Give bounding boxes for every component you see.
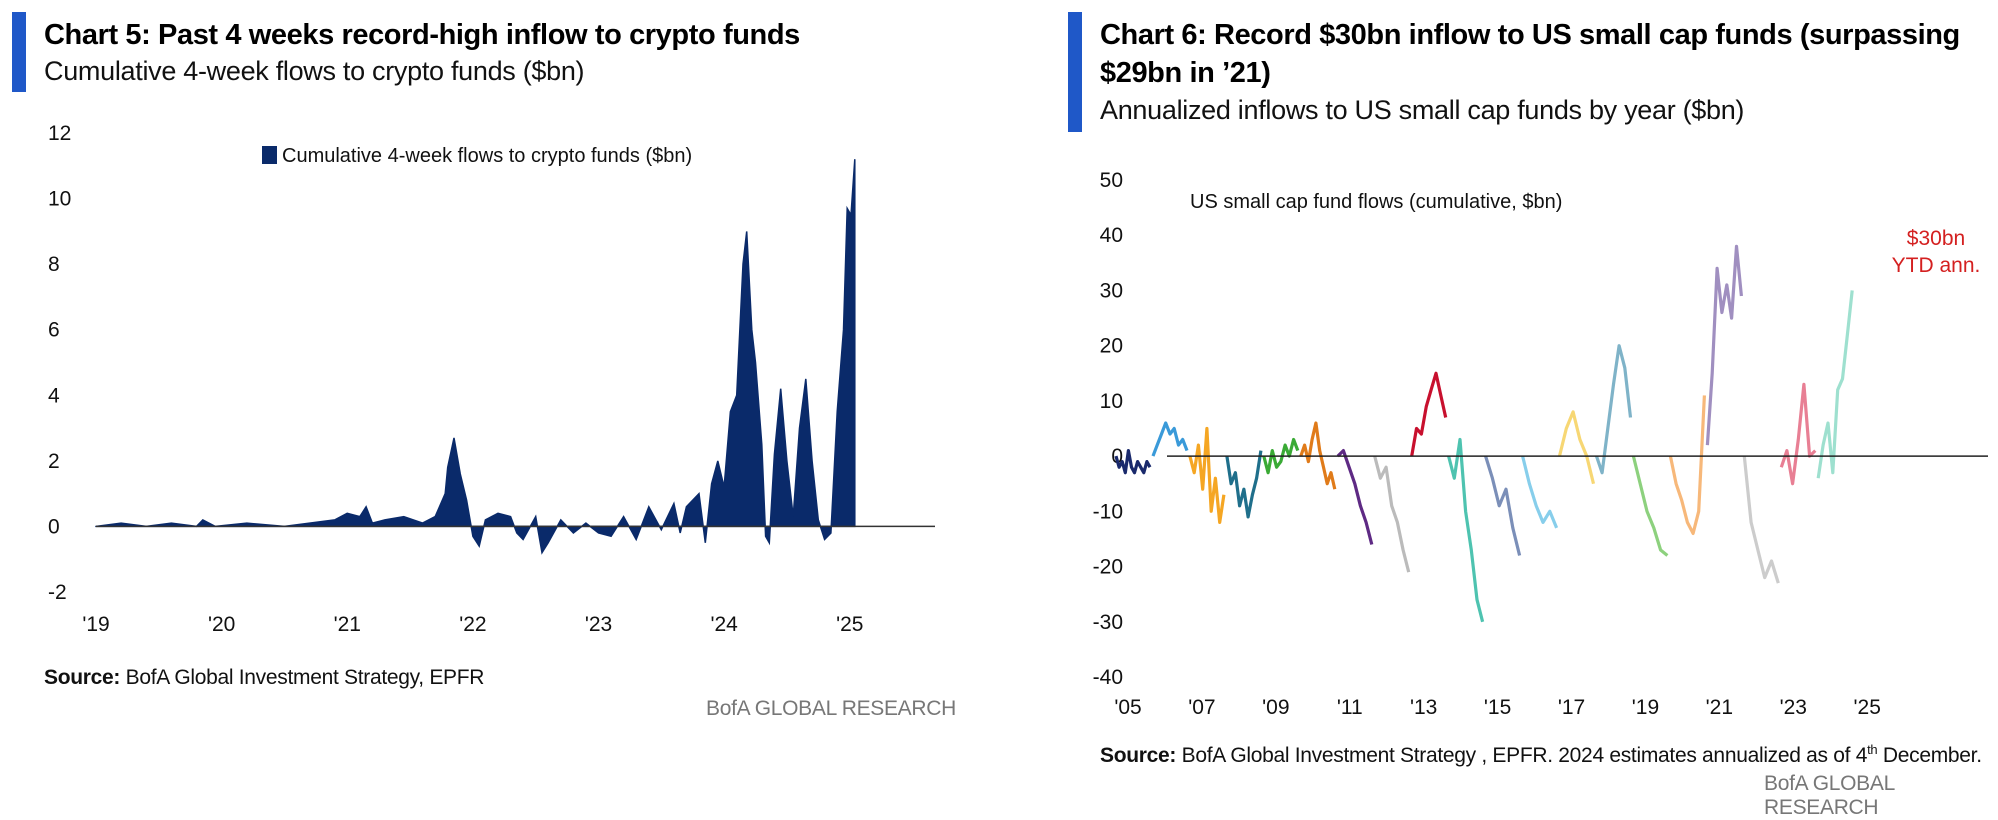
chart5-xtick-label: '25 — [836, 613, 863, 636]
chart6-xtick-label: '05 — [1114, 696, 1141, 719]
chart5-plot: -2 0 2 4 6 8 10 12 '19 '20 '21 '22 '23 '24 '25 Cumula… — [48, 122, 935, 636]
chart5-legend-label: Cumulative 4-week flows to crypto funds … — [282, 145, 692, 167]
chart6-series-2013 — [1410, 371, 1448, 457]
chart5-xtick-label: '19 — [82, 613, 109, 636]
chart5-ytick-label: 10 — [48, 188, 71, 211]
chart5-source-text: BofA Global Investment Strategy, EPFR — [120, 666, 485, 689]
chart6-xtick-label: '19 — [1632, 696, 1659, 719]
chart6-series-2011 — [1336, 449, 1374, 545]
chart6-xtick-label: '21 — [1706, 696, 1733, 719]
chart6-series-2005 — [1114, 449, 1152, 475]
chart6-ytick-label: -20 — [1093, 556, 1123, 579]
chart6-xtick-label: '11 — [1337, 696, 1363, 719]
chart5-xtick-label: '24 — [710, 613, 738, 636]
chart5-legend-swatch — [262, 146, 277, 164]
chart6-xtick-label: '23 — [1780, 696, 1807, 719]
chart5-panel: Chart 5: Past 4 weeks record-high inflow… — [0, 0, 960, 808]
chart6-annotation-line1: $30bn — [1907, 227, 1965, 250]
chart5-ytick-label: 2 — [48, 450, 60, 473]
chart6-xtick-label: '13 — [1410, 696, 1437, 719]
chart6-ytick-label: -30 — [1093, 611, 1123, 634]
chart6-series-2020 — [1668, 395, 1706, 535]
chart6-series-2017 — [1557, 410, 1596, 485]
chart6-xtick-label: '15 — [1484, 696, 1511, 719]
chart6-accent-bar — [1068, 12, 1082, 132]
chart6-series-2023 — [1779, 382, 1817, 486]
chart6-xtick-label: '09 — [1262, 696, 1289, 719]
chart6-ytick-label: -40 — [1093, 666, 1123, 689]
chart6-series-2024 — [1816, 290, 1854, 479]
chart5-ytick-label: 8 — [48, 253, 60, 276]
chart6-subtitle: Annualized inflows to US small cap funds… — [1100, 95, 1745, 125]
chart6-ytick-label: -10 — [1093, 500, 1123, 523]
chart6-ytick-label: 50 — [1100, 169, 1123, 192]
chart6-series-2016 — [1521, 455, 1559, 529]
chart6-series-2009 — [1262, 437, 1300, 475]
chart5-xtick-label: '22 — [459, 613, 486, 636]
chart6-inner-label: US small cap fund flows (cumulative, $bn… — [1190, 191, 1562, 213]
chart6-ytick-label: 10 — [1100, 390, 1123, 413]
chart5-xtick-label: '21 — [334, 613, 361, 636]
chart6-source: Source: BofA Global Investment Strategy … — [1100, 742, 1982, 768]
chart6-annotation-line2: YTD ann. — [1892, 254, 1981, 277]
chart6-source-label: Source: — [1100, 744, 1177, 767]
chart5-ytick-label: 6 — [48, 319, 60, 342]
chart6-series-2006 — [1151, 421, 1189, 457]
chart6-panel: Chart 6: Record $30bn inflow to US small… — [1060, 0, 1998, 819]
chart5-title: Chart 5: Past 4 weeks record-high inflow… — [44, 19, 800, 51]
chart6-series-2019 — [1631, 455, 1669, 557]
chart6-series-2008 — [1225, 450, 1263, 519]
chart5-ytick-label: 12 — [48, 122, 71, 145]
chart6-series-2010 — [1299, 421, 1337, 490]
chart6-source-sup: th — [1867, 742, 1878, 757]
chart6-source-text: BofA Global Investment Strategy , EPFR. … — [1176, 744, 1868, 767]
chart5-source-label: Source: — [44, 666, 121, 689]
chart6-ytick-label: 40 — [1100, 224, 1123, 247]
chart5-accent-bar — [12, 12, 26, 92]
chart6-series-2012 — [1373, 455, 1411, 573]
chart6-xtick-label: '17 — [1558, 696, 1585, 719]
chart6-title: Chart 6: Record $30bn inflow to US small… — [1100, 19, 1960, 89]
chart6-series-2007 — [1188, 426, 1226, 524]
chart5-brand: BofA GLOBAL RESEARCH — [706, 697, 956, 720]
chart5-ytick-label: 4 — [48, 384, 60, 407]
chart6-series-2021 — [1705, 244, 1743, 446]
chart6-series-2015 — [1484, 455, 1522, 556]
chart6-series-2022 — [1742, 455, 1780, 584]
chart6-series-2018 — [1594, 344, 1633, 475]
chart6-ytick-label: 20 — [1100, 335, 1123, 358]
chart5-subtitle: Cumulative 4-week flows to crypto funds … — [44, 56, 585, 86]
chart5-xtick-label: '23 — [585, 613, 612, 636]
chart5-source: Source: BofA Global Investment Strategy,… — [44, 666, 484, 690]
chart6-xtick-label: '25 — [1854, 696, 1881, 719]
chart5-ytick-label: -2 — [48, 581, 67, 604]
chart6-xtick-label: '07 — [1188, 696, 1215, 719]
chart6-brand: BofA GLOBAL RESEARCH — [1764, 772, 1895, 819]
chart6-ytick-label: 30 — [1100, 279, 1123, 302]
chart5-area — [95, 159, 856, 555]
chart6-source-tail: December. — [1877, 744, 1982, 767]
chart5-xtick-label: '20 — [208, 613, 235, 636]
chart6-series-2014 — [1447, 437, 1485, 623]
chart5-ytick-label: 0 — [48, 515, 60, 538]
